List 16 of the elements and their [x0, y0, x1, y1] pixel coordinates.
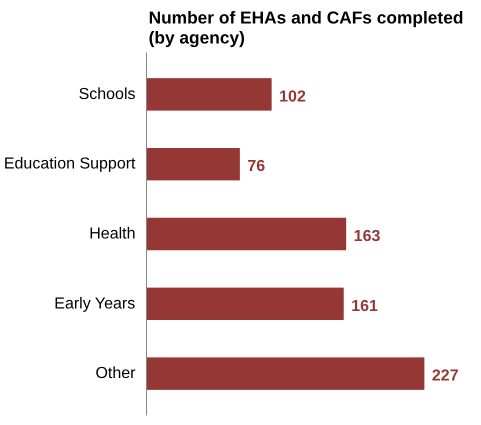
data-label: 76: [247, 158, 266, 176]
bar: [146, 148, 240, 180]
y-tick-label: Education Support: [4, 156, 136, 173]
bar: [146, 288, 344, 320]
data-label: 102: [279, 88, 306, 106]
data-label: 161: [351, 298, 378, 315]
y-tick-label: Other: [95, 365, 136, 382]
data-label: 227: [432, 368, 459, 385]
chart-title: Number of EHAs and CAFs completed (by agency): [148, 8, 464, 48]
y-tick-label: Early Years: [54, 295, 136, 312]
bar: [146, 357, 424, 390]
y-tick-label: Health: [89, 226, 136, 242]
bar: [146, 218, 346, 250]
y-tick-label: Schools: [78, 86, 136, 103]
bar: [146, 78, 272, 111]
data-label: 163: [354, 228, 380, 245]
